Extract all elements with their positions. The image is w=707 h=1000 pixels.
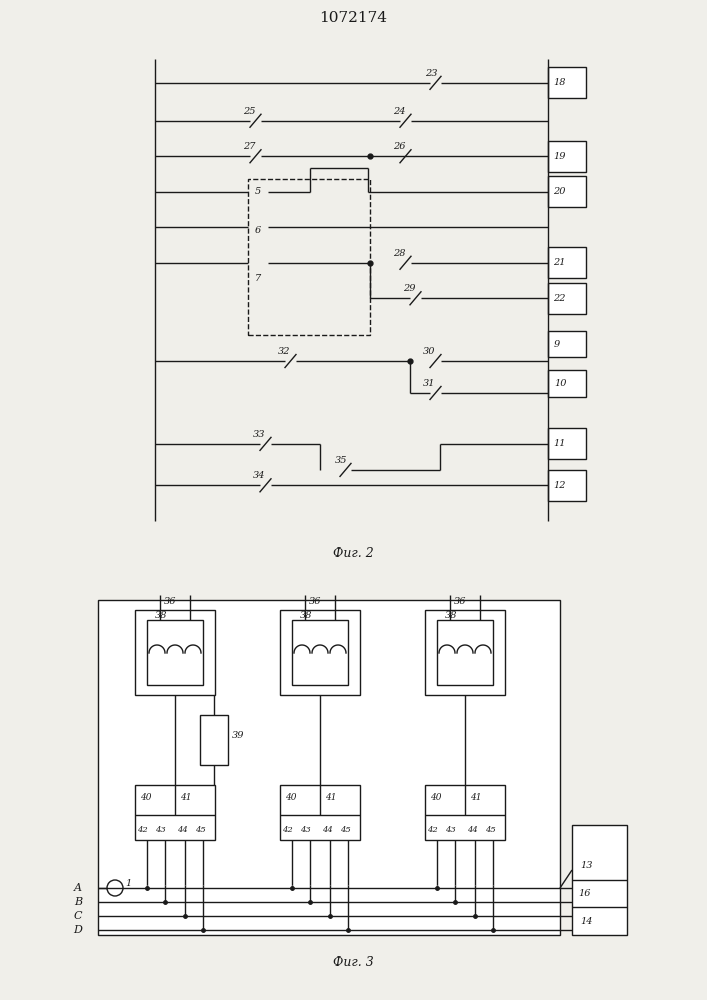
Text: 38: 38 (445, 610, 457, 619)
Bar (135, 785, 215, 840)
Text: 30: 30 (423, 347, 436, 356)
Text: 7: 7 (255, 274, 262, 283)
Text: A: A (74, 883, 82, 893)
Text: 6: 6 (255, 226, 262, 235)
Text: 44: 44 (177, 826, 188, 834)
Text: 16: 16 (578, 888, 590, 898)
Text: 43: 43 (445, 826, 456, 834)
Bar (548, 370, 586, 397)
Bar (292, 620, 348, 685)
Bar (548, 470, 586, 501)
Text: 20: 20 (553, 187, 566, 196)
Text: 26: 26 (393, 142, 406, 151)
Text: 38: 38 (155, 610, 168, 619)
Bar (572, 825, 627, 935)
Bar (548, 331, 586, 357)
Text: 34: 34 (253, 471, 266, 480)
Text: 43: 43 (300, 826, 311, 834)
Text: 43: 43 (155, 826, 165, 834)
Text: C: C (74, 911, 82, 921)
Bar (437, 620, 493, 685)
Text: 42: 42 (282, 826, 293, 834)
Text: B: B (74, 897, 82, 907)
Text: 10: 10 (554, 379, 566, 388)
Text: 45: 45 (340, 826, 351, 834)
Text: 36: 36 (164, 597, 176, 606)
Text: 40: 40 (285, 792, 296, 802)
Text: 41: 41 (470, 792, 481, 802)
Text: 42: 42 (137, 826, 148, 834)
Text: 45: 45 (485, 826, 496, 834)
Text: 40: 40 (140, 792, 151, 802)
Text: 21: 21 (553, 258, 566, 267)
Text: 27: 27 (243, 142, 255, 151)
Bar (548, 176, 586, 207)
Text: 22: 22 (553, 294, 566, 303)
Text: 11: 11 (553, 439, 566, 448)
Bar (425, 610, 505, 695)
Text: 36: 36 (309, 597, 321, 606)
Text: 44: 44 (467, 826, 478, 834)
Text: 13: 13 (580, 860, 592, 869)
Bar (548, 283, 586, 314)
Text: 29: 29 (403, 284, 416, 293)
Text: 1072174: 1072174 (319, 11, 387, 25)
Bar (200, 715, 228, 765)
Text: 42: 42 (427, 826, 438, 834)
Bar (425, 785, 505, 840)
Bar (135, 610, 215, 695)
Text: 41: 41 (180, 792, 192, 802)
Text: 25: 25 (243, 107, 255, 116)
Text: 14: 14 (580, 918, 592, 926)
Text: D: D (73, 925, 82, 935)
Text: 18: 18 (553, 78, 566, 87)
Bar (248, 179, 370, 335)
Text: 41: 41 (325, 792, 337, 802)
Bar (548, 428, 586, 459)
Text: 1: 1 (125, 879, 132, 888)
Bar (548, 247, 586, 278)
Bar (98, 600, 560, 935)
Text: 40: 40 (430, 792, 441, 802)
Text: 24: 24 (393, 107, 406, 116)
Text: 31: 31 (423, 379, 436, 388)
Text: 32: 32 (278, 347, 291, 356)
Text: 45: 45 (195, 826, 206, 834)
Text: 38: 38 (300, 610, 312, 619)
Text: 33: 33 (253, 430, 266, 439)
Text: 44: 44 (322, 826, 333, 834)
Text: 36: 36 (454, 597, 466, 606)
Text: 39: 39 (232, 730, 245, 740)
Bar (280, 785, 360, 840)
Text: 9: 9 (554, 340, 560, 349)
Text: Фиг. 3: Фиг. 3 (332, 956, 373, 968)
Text: 12: 12 (553, 481, 566, 490)
Bar (280, 610, 360, 695)
Text: 23: 23 (425, 69, 438, 78)
Bar (548, 67, 586, 98)
Bar (548, 141, 586, 172)
Bar (147, 620, 203, 685)
Text: 5: 5 (255, 187, 262, 196)
Text: 19: 19 (553, 152, 566, 161)
Text: Фиг. 2: Фиг. 2 (332, 547, 373, 560)
Text: 35: 35 (335, 456, 348, 465)
Text: 28: 28 (393, 249, 406, 258)
